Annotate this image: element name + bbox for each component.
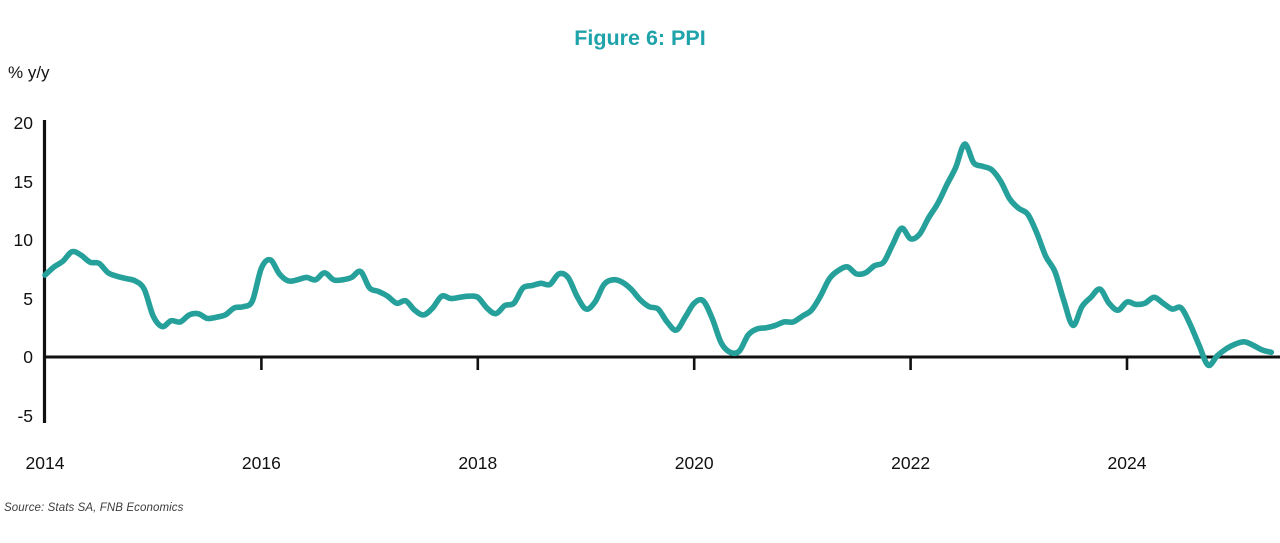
x-tick-label-2020: 2020 — [674, 453, 714, 473]
y-tick-label-15: 15 — [13, 171, 33, 192]
x-tick-label-2022: 2022 — [891, 453, 931, 473]
chart-title: Figure 6: PPI — [574, 26, 706, 50]
x-tick-label-2014: 2014 — [25, 453, 65, 473]
x-tick-label-2018: 2018 — [458, 453, 498, 473]
x-tick-label-2016: 2016 — [241, 453, 281, 473]
y-tick-label-20: 20 — [13, 113, 33, 133]
y-tick-label-5: 5 — [23, 288, 33, 309]
x-tick-label-2024: 2024 — [1107, 453, 1147, 473]
ppi-line — [42, 141, 1275, 369]
y-axis-unit-label: % y/y — [8, 63, 50, 82]
source-note: Source: Stats SA, FNB Economics — [4, 502, 184, 514]
y-tick-label-10: 10 — [13, 230, 33, 250]
y-tick-label--5: -5 — [17, 405, 33, 426]
y-tick-label-0: 0 — [23, 347, 33, 367]
x-ticks — [260, 357, 1129, 370]
